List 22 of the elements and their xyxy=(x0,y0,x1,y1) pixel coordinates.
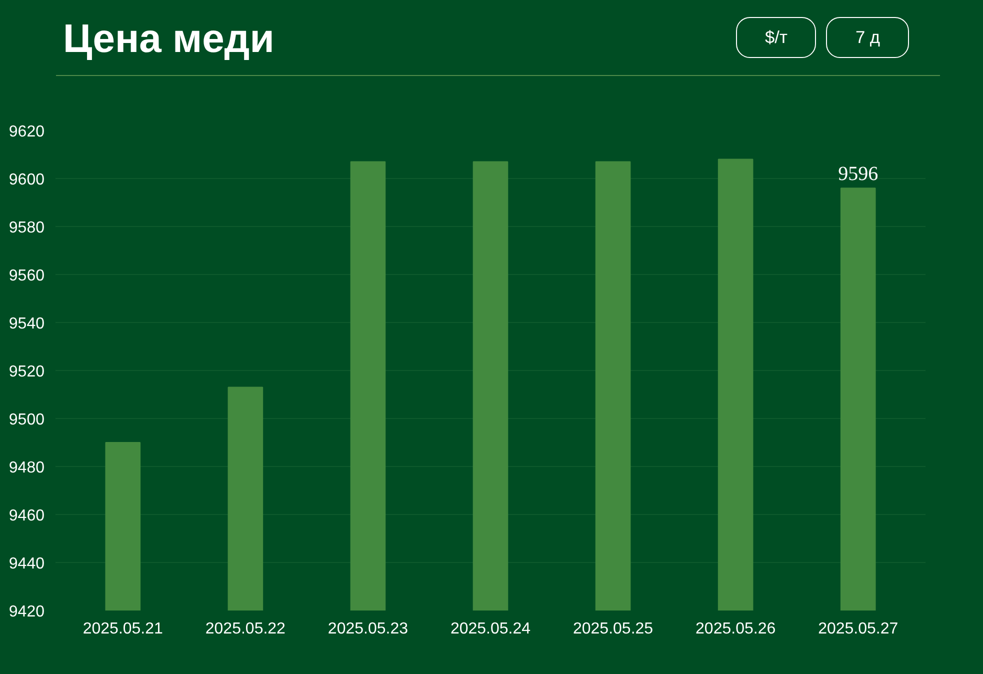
y-tick-label: 9560 xyxy=(8,268,45,284)
x-tick-label: 2025.05.22 xyxy=(205,620,286,638)
y-tick-label: 9460 xyxy=(8,508,45,524)
text: 7 д xyxy=(826,17,909,58)
chart-title: Цена меди xyxy=(63,16,274,63)
data-label: 9596 xyxy=(838,163,878,186)
y-tick-label: 9600 xyxy=(8,172,45,188)
y-tick-label: 9620 xyxy=(8,124,45,140)
y-tick-label: 9520 xyxy=(8,364,45,380)
y-tick-label: 9480 xyxy=(8,460,45,476)
y-tick-label: 9420 xyxy=(8,604,45,620)
text: $/т xyxy=(736,17,816,58)
x-tick-label: 2025.05.27 xyxy=(818,620,898,638)
x-tick-label: 2025.05.21 xyxy=(82,620,164,638)
x-tick-label: 2025.05.25 xyxy=(572,620,654,638)
y-tick-label: 9580 xyxy=(8,220,45,236)
x-tick-label: 2025.05.26 xyxy=(696,620,776,638)
y-tick-label: 9540 xyxy=(8,316,45,332)
x-tick-label: 2025.05.23 xyxy=(328,620,408,638)
y-tick-label: 9440 xyxy=(8,556,45,572)
x-tick-label: 2025.05.24 xyxy=(450,620,531,638)
y-tick-label: 9500 xyxy=(8,412,45,428)
